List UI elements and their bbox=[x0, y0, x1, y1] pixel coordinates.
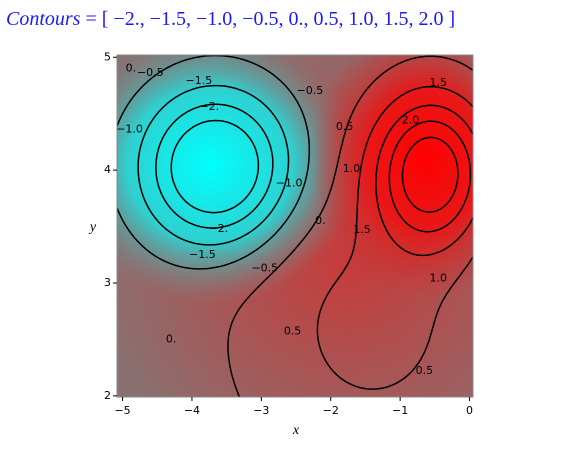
title-level: 0.5 bbox=[314, 8, 339, 30]
x-tick-label: −2 bbox=[323, 404, 339, 417]
contour-line bbox=[401, 136, 459, 213]
title-level: 1.0 bbox=[349, 8, 374, 30]
contour-label: 1.5 bbox=[430, 76, 448, 89]
contour-label: −0.5 bbox=[137, 66, 164, 79]
contour-label: −0.5 bbox=[297, 84, 324, 97]
title-level: −1.5 bbox=[150, 8, 186, 30]
contour-label: −2. bbox=[199, 100, 219, 113]
y-tick-label: 5 bbox=[104, 50, 111, 63]
contour-line bbox=[375, 104, 473, 257]
plot-frame bbox=[116, 54, 474, 398]
title-level: 2.0 bbox=[419, 8, 444, 30]
contour-label: −1.0 bbox=[276, 177, 303, 190]
contour-line bbox=[388, 120, 472, 233]
contour-label: 0.5 bbox=[416, 364, 434, 377]
contour-line bbox=[227, 55, 473, 397]
contour-line bbox=[155, 103, 274, 229]
title: Contours = [−2., −1.5, −1.0, −0.5, 0., 0.… bbox=[6, 8, 455, 30]
contour-label: 1.0 bbox=[343, 162, 361, 175]
y-tick-label: 4 bbox=[104, 163, 111, 176]
y-axis-label: y bbox=[88, 220, 97, 235]
contour-label: 0. bbox=[166, 332, 177, 345]
plot-background bbox=[117, 55, 473, 397]
x-axis-label: x bbox=[292, 423, 300, 438]
title-level: 0. bbox=[289, 8, 304, 30]
title-level: 1.5 bbox=[384, 8, 409, 30]
contours bbox=[117, 55, 473, 397]
x-tick-label: −4 bbox=[184, 404, 200, 417]
contour-labels: 0. −0.5−1.5−2.−1.0−0.50.51.0−1.00.−2. 1.5−… bbox=[116, 62, 447, 377]
contour-label: 0.5 bbox=[284, 325, 302, 338]
contour-line bbox=[170, 119, 260, 214]
contour-line bbox=[137, 84, 290, 246]
y-tick-label: 3 bbox=[104, 276, 111, 289]
contour-line bbox=[117, 55, 311, 270]
contour-label: 1.5 bbox=[353, 223, 371, 236]
x-tick-label: 0 bbox=[466, 404, 473, 417]
contour-label: −1.5 bbox=[189, 248, 216, 261]
title-level: −0.5 bbox=[242, 8, 278, 30]
contour-label: 0. bbox=[126, 62, 137, 75]
contour-label: 0.5 bbox=[336, 120, 354, 133]
contour-label: 1.0 bbox=[430, 271, 448, 284]
contour-label: −1.0 bbox=[116, 122, 143, 135]
contour-line bbox=[316, 85, 473, 390]
contour-label: 0. bbox=[315, 214, 326, 227]
contour-label: −1.5 bbox=[186, 74, 213, 87]
x-tick-label: −3 bbox=[253, 404, 269, 417]
contour-label: −0.5 bbox=[251, 261, 278, 274]
x-tick-label: −1 bbox=[392, 404, 408, 417]
title-level: −1.0 bbox=[196, 8, 232, 30]
x-tick-label: −5 bbox=[114, 404, 130, 417]
contour-label: −2. bbox=[208, 222, 228, 235]
contour-label: 2.0 bbox=[402, 113, 420, 126]
y-tick-label: 2 bbox=[104, 389, 111, 402]
title-level: −2. bbox=[113, 8, 139, 30]
